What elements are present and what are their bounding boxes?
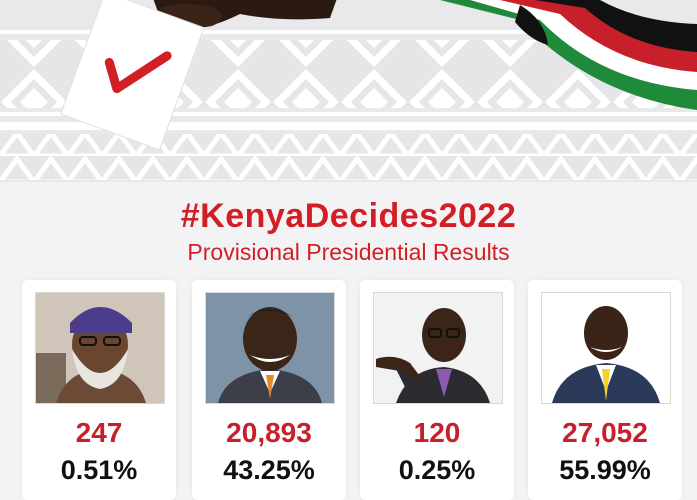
candidate-2-votes: 20,893 bbox=[226, 417, 312, 448]
candidate-3-portrait bbox=[373, 292, 503, 404]
hashtag-title: #KenyaDecides2022 bbox=[180, 197, 517, 235]
candidate-1-percent: 0.51% bbox=[60, 455, 138, 485]
candidate-1-portrait bbox=[35, 292, 165, 404]
results-subtitle: Provisional Presidential Results bbox=[187, 239, 510, 265]
candidate-3-votes: 120 bbox=[413, 417, 461, 448]
headline-block: #KenyaDecides2022 Provisional Presidenti… bbox=[0, 196, 697, 266]
candidate-card-3: 120 0.25% bbox=[360, 280, 514, 500]
results-cards: 247 0.51% 20,893 43.25% bbox=[0, 280, 697, 500]
candidate-card-1: 247 0.51% bbox=[22, 280, 176, 500]
candidate-card-4: 27,052 55.99% bbox=[528, 280, 682, 500]
candidate-2-portrait bbox=[205, 292, 335, 404]
candidate-2-percent: 43.25% bbox=[223, 455, 315, 485]
tribal-pattern-graphic bbox=[0, 0, 697, 190]
candidate-4-percent: 55.99% bbox=[559, 455, 651, 485]
kenya-flag-ribbon bbox=[440, 0, 697, 110]
candidate-1-votes: 247 bbox=[75, 417, 123, 448]
candidate-3-percent: 0.25% bbox=[398, 455, 476, 485]
header-banner bbox=[0, 0, 697, 190]
candidate-card-2: 20,893 43.25% bbox=[192, 280, 346, 500]
ballot-hand-graphic bbox=[60, 0, 337, 151]
candidate-4-portrait bbox=[541, 292, 671, 404]
candidate-4-votes: 27,052 bbox=[562, 417, 648, 448]
